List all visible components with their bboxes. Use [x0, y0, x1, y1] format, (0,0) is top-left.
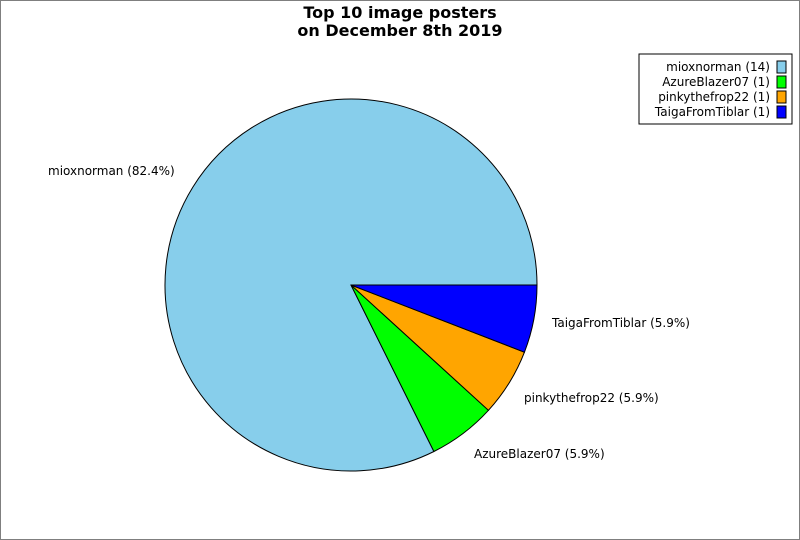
pie-slices — [164, 98, 538, 472]
legend-label-azureblazer07: AzureBlazer07 (1) — [662, 75, 770, 89]
chart-title-line-1: Top 10 image posters — [303, 3, 496, 22]
slice-labels: mioxnorman (82.4%) AzureBlazer07 (5.9%) pi… — [48, 164, 690, 461]
pie-slice-taigafromtiblar — [350, 284, 538, 353]
legend-box — [638, 53, 793, 125]
legend-label-pinkythefrop22: pinkythefrop22 (1) — [658, 90, 770, 104]
legend: mioxnorman (14)AzureBlazer07 (1)pinkythe… — [638, 53, 793, 125]
chart-title-line-2: on December 8th 2019 — [297, 21, 502, 40]
slice-label-pinkythefrop22: pinkythefrop22 (5.9%) — [524, 391, 659, 405]
slice-label-taigafromtiblar: TaigaFromTiblar (5.9%) — [551, 316, 690, 330]
legend-swatch-pinkythefrop22 — [776, 90, 787, 104]
legend-label-mioxnorman: mioxnorman (14) — [666, 60, 770, 74]
slice-label-mioxnorman: mioxnorman (82.4%) — [48, 164, 175, 178]
legend-swatch-mioxnorman — [776, 60, 787, 74]
legend-swatch-taigafromtiblar — [776, 105, 787, 119]
slice-label-azureblazer07: AzureBlazer07 (5.9%) — [474, 447, 605, 461]
legend-label-taigafromtiblar: TaigaFromTiblar (1) — [654, 105, 770, 119]
legend-swatch-azureblazer07 — [776, 75, 787, 89]
